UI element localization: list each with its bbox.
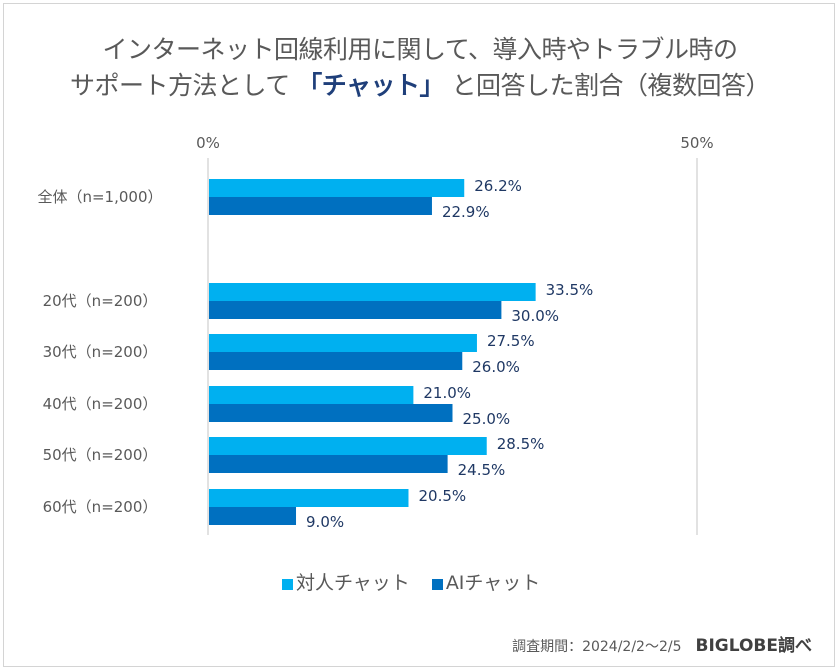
bar-human-chat (209, 386, 414, 404)
x-tick-label: 50% (680, 134, 713, 152)
data-label: 26.2% (474, 177, 522, 195)
bar-human-chat (209, 283, 536, 301)
data-label: 24.5% (458, 461, 506, 479)
category-label: 40代（n=200） (43, 395, 158, 413)
category-label: 20代（n=200） (43, 292, 158, 310)
data-label: 21.0% (423, 384, 471, 402)
chart-title-line2: サポート方法として 「チャット」 と回答した割合（複数回答） (0, 66, 840, 102)
data-label: 20.5% (418, 487, 466, 505)
bar-ai-chat (209, 301, 502, 319)
title-emphasis: 「チャット」 (297, 71, 444, 100)
legend-label: AIチャット (445, 572, 541, 594)
x-tick-label: 0% (196, 134, 220, 152)
category-label: 30代（n=200） (43, 343, 158, 361)
bar-human-chat (209, 179, 465, 197)
bar-ai-chat (209, 352, 463, 370)
data-label: 30.0% (511, 307, 559, 325)
bar-ai-chat (209, 455, 448, 473)
bar-ai-chat (209, 507, 297, 525)
category-label: 50代（n=200） (43, 446, 158, 464)
bar-ai-chat (209, 197, 432, 215)
bar-ai-chat (209, 404, 453, 422)
data-label: 25.0% (463, 410, 511, 428)
data-label: 28.5% (497, 435, 545, 453)
bar-human-chat (209, 489, 409, 507)
bar-human-chat (209, 437, 487, 455)
source-credit: BIGLOBE調べ (695, 636, 813, 656)
data-label: 27.5% (487, 332, 535, 350)
data-label: 26.0% (472, 358, 520, 376)
survey-period: 調査期間：2024/2/2～2/5 (512, 639, 682, 655)
data-label: 9.0% (306, 513, 344, 531)
title-text-pre: サポート方法として (70, 71, 290, 100)
data-label: 33.5% (546, 281, 594, 299)
category-label: 60代（n=200） (43, 498, 158, 516)
legend: 対人チャット AIチャット (282, 568, 540, 595)
legend-label: 対人チャット (296, 572, 410, 594)
category-label: 全体（n=1,000） (37, 188, 162, 206)
data-label: 22.9% (442, 203, 490, 221)
footer: 調査期間：2024/2/2～2/5 BIGLOBE調べ (512, 631, 812, 656)
legend-swatch-ai-chat (431, 579, 443, 590)
title-text-post: と回答した割合（複数回答） (451, 71, 770, 100)
legend-item-ai-chat: AIチャット (431, 568, 541, 595)
chart-title-line1: インターネット回線利用に関して、導入時やトラブル時の (102, 35, 738, 64)
bar-human-chat (209, 334, 477, 352)
legend-swatch-human-chat (282, 579, 293, 590)
legend-item-human-chat: 対人チャット (282, 568, 410, 595)
